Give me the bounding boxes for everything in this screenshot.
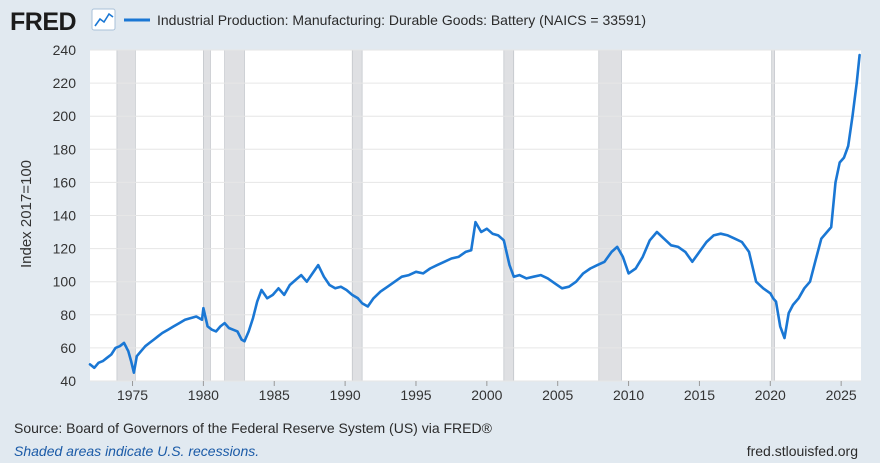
y-tick-label: 180 [53, 141, 77, 157]
x-tick-label: 1975 [117, 387, 148, 403]
series-line [88, 53, 861, 375]
y-tick-label: 120 [53, 241, 77, 257]
fred-logo-text: FRED [10, 8, 76, 36]
y-tick-label: 140 [53, 208, 77, 224]
y-axis-ticks: 40 60 80 100 120 140 160 180 200 220 240 [53, 42, 77, 389]
y-tick-label: 60 [60, 340, 76, 356]
y-tick-label: 100 [53, 274, 77, 290]
x-tick-label: 1990 [330, 387, 361, 403]
y-tick-label: 160 [53, 174, 77, 190]
y-axis-label: Index 2017=100 [18, 160, 35, 268]
x-tick-label: 2020 [755, 387, 786, 403]
x-tick-label: 2015 [684, 387, 715, 403]
line-chart-icon [91, 8, 116, 31]
x-tick-label: 2000 [471, 387, 502, 403]
legend-label: Industrial Production: Manufacturing: Du… [157, 12, 646, 28]
x-axis-ticks: 1975 1980 1985 1990 1995 2000 2005 2010 2015 2020… [117, 381, 857, 403]
x-tick-label: 1995 [400, 387, 431, 403]
x-tick-label: 1980 [188, 387, 219, 403]
y-tick-label: 220 [53, 75, 77, 91]
x-tick-label: 2010 [613, 387, 644, 403]
source-note: Source: Board of Governors of the Federa… [14, 420, 492, 436]
x-tick-label: 1985 [259, 387, 290, 403]
site-link[interactable]: fred.stlouisfed.org [746, 443, 858, 459]
series-group [88, 53, 861, 375]
x-tick-label: 2025 [826, 387, 857, 403]
recession-note: Shaded areas indicate U.S. recessions. [14, 443, 260, 459]
x-tick-label: 2005 [542, 387, 573, 403]
y-tick-label: 40 [60, 373, 76, 389]
fred-logo[interactable]: FRED [10, 8, 116, 36]
y-tick-label: 80 [60, 307, 76, 323]
grid-lines [90, 49, 861, 382]
y-tick-label: 240 [53, 42, 77, 58]
y-tick-label: 200 [53, 108, 77, 124]
